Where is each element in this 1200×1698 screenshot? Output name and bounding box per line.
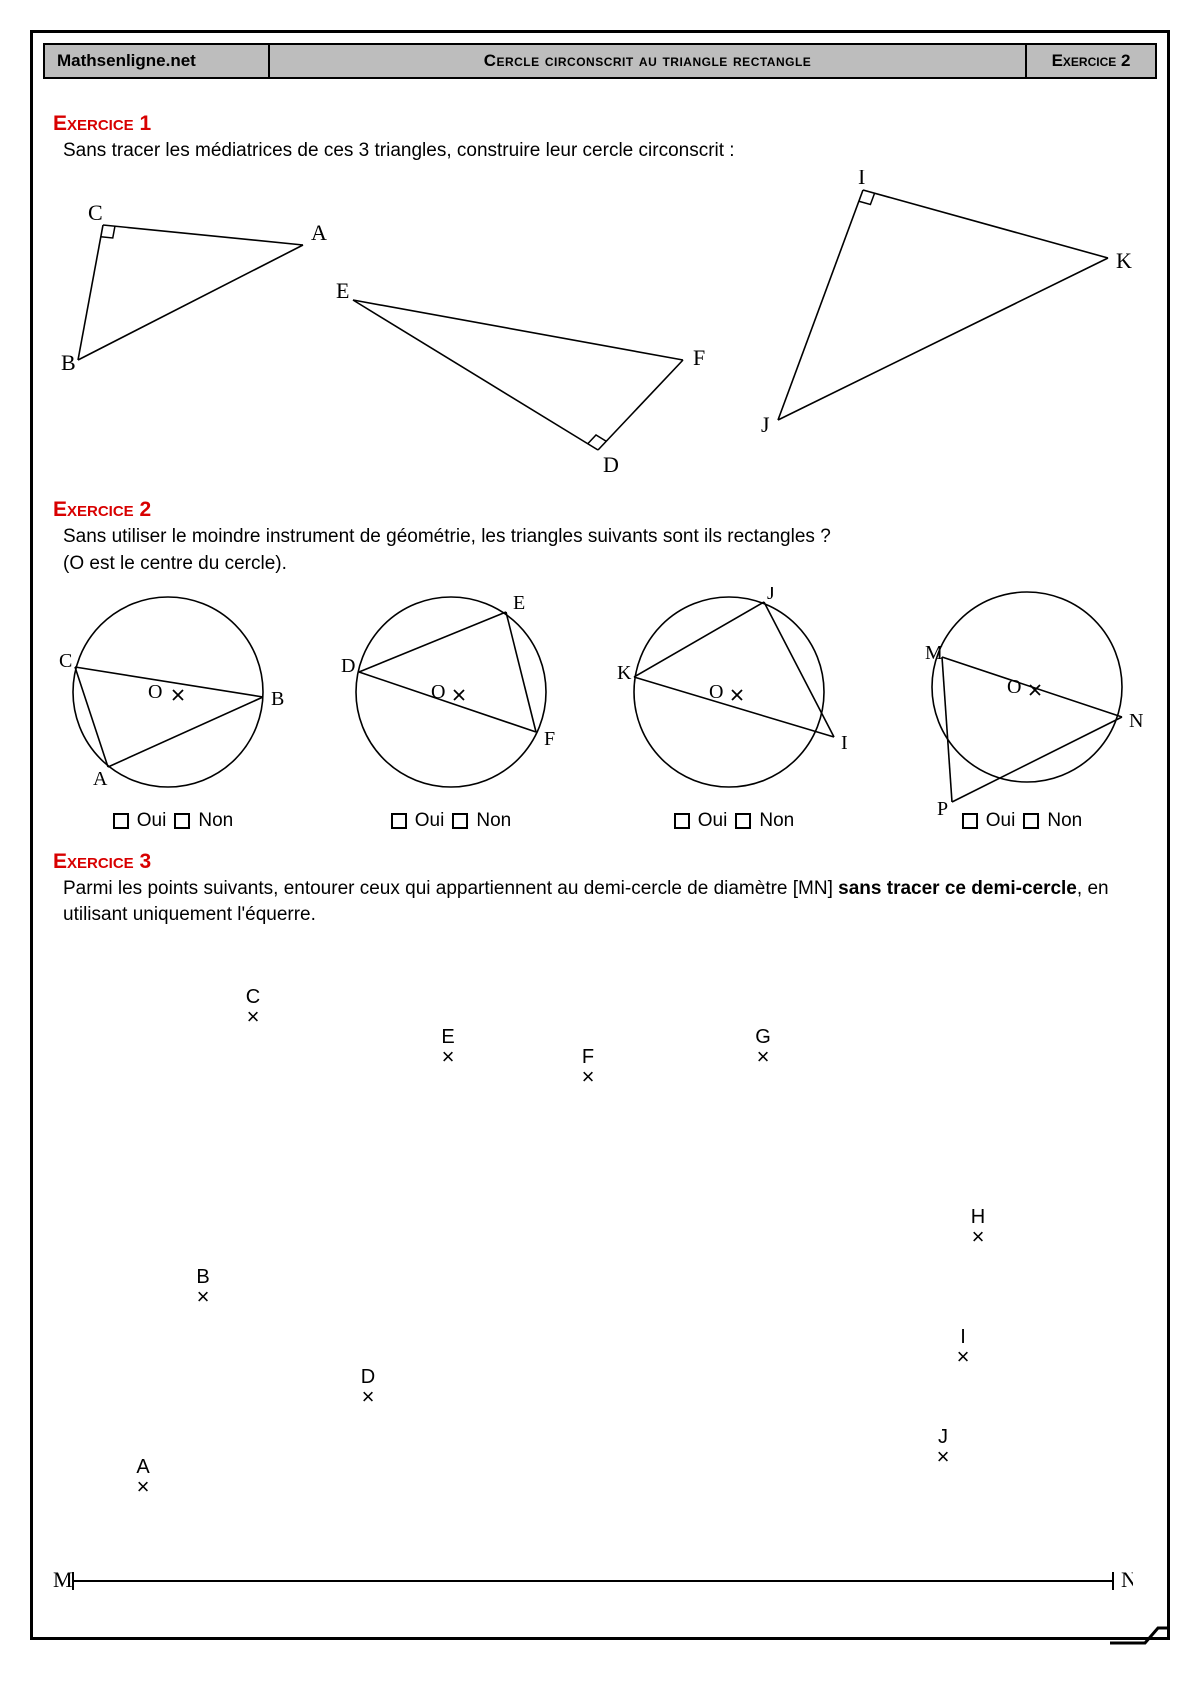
point-C: C× bbox=[246, 987, 260, 1027]
ex2-title: Exercice 2 bbox=[53, 498, 1147, 522]
ex2-c3-oui-checkbox[interactable] bbox=[674, 813, 690, 829]
header: Mathsenligne.net Cercle circonscrit au t… bbox=[43, 43, 1157, 79]
point-B: B× bbox=[196, 1267, 209, 1307]
svg-text:O: O bbox=[709, 681, 723, 703]
svg-text:M: M bbox=[53, 1567, 73, 1592]
page-frame: Mathsenligne.net Cercle circonscrit au t… bbox=[30, 30, 1170, 1640]
svg-text:O: O bbox=[1007, 676, 1021, 698]
ex2-circle-4: M N P O bbox=[897, 587, 1147, 822]
svg-text:J: J bbox=[761, 412, 770, 437]
corner-notch-icon bbox=[1110, 1616, 1170, 1646]
ex1-figure: A B C E F D I J K bbox=[53, 170, 1147, 480]
point-G: G× bbox=[755, 1027, 771, 1067]
ex1-text: Sans tracer les médiatrices de ces 3 tri… bbox=[53, 138, 1147, 164]
sheet-number: Exercice 2 bbox=[1025, 45, 1155, 77]
label-oui: Oui bbox=[415, 810, 445, 832]
label-oui: Oui bbox=[137, 810, 167, 832]
ex2-circle-3: K J I O bbox=[609, 587, 859, 802]
svg-text:B: B bbox=[271, 688, 284, 710]
svg-text:F: F bbox=[693, 345, 705, 370]
ex3-scatter-area: MN A×B×C×D×E×F×G×H×I×J× bbox=[53, 947, 1133, 1627]
svg-text:N: N bbox=[1129, 710, 1143, 732]
label-non: Non bbox=[476, 810, 511, 832]
ex3-text: Parmi les points suivants, entourer ceux… bbox=[53, 876, 1147, 927]
point-F: F× bbox=[582, 1047, 595, 1087]
ex2-c4-non-checkbox[interactable] bbox=[1023, 813, 1039, 829]
ex2-circle-1: A B C O bbox=[53, 587, 293, 802]
svg-text:C: C bbox=[59, 650, 72, 672]
ex2-c4-oui-checkbox[interactable] bbox=[962, 813, 978, 829]
point-I: I× bbox=[957, 1327, 970, 1367]
label-oui: Oui bbox=[698, 810, 728, 832]
svg-text:B: B bbox=[61, 350, 76, 375]
mn-baseline: MN bbox=[53, 1559, 1133, 1609]
svg-text:A: A bbox=[311, 220, 327, 245]
point-J: J× bbox=[937, 1427, 950, 1467]
ex2-c3-non-checkbox[interactable] bbox=[735, 813, 751, 829]
ex2-text-2: (O est le centre du cercle). bbox=[53, 551, 1147, 577]
svg-text:J: J bbox=[767, 587, 775, 604]
point-A: A× bbox=[136, 1457, 149, 1497]
ex2-c2-oui-checkbox[interactable] bbox=[391, 813, 407, 829]
ex3-title: Exercice 3 bbox=[53, 850, 1147, 874]
svg-text:O: O bbox=[431, 681, 445, 703]
label-non: Non bbox=[198, 810, 233, 832]
site-name: Mathsenligne.net bbox=[45, 45, 270, 77]
ex2-figures: A B C O Oui Non D E F O Oui Non bbox=[53, 587, 1147, 832]
svg-text:E: E bbox=[513, 592, 525, 614]
point-H: H× bbox=[971, 1207, 985, 1247]
point-D: D× bbox=[361, 1367, 375, 1407]
svg-text:A: A bbox=[93, 768, 108, 790]
svg-text:D: D bbox=[341, 655, 355, 677]
svg-text:N: N bbox=[1121, 1567, 1133, 1592]
ex1-title: Exercice 1 bbox=[53, 112, 1147, 136]
svg-text:M: M bbox=[925, 642, 943, 664]
svg-text:E: E bbox=[336, 278, 349, 303]
ex2-c1-oui-checkbox[interactable] bbox=[113, 813, 129, 829]
svg-text:K: K bbox=[1116, 248, 1132, 273]
svg-text:F: F bbox=[544, 728, 555, 750]
doc-title: Cercle circonscrit au triangle rectangle bbox=[270, 45, 1025, 77]
svg-text:I: I bbox=[841, 732, 848, 754]
svg-text:C: C bbox=[88, 200, 103, 225]
ex2-c2-non-checkbox[interactable] bbox=[452, 813, 468, 829]
svg-text:I: I bbox=[858, 170, 865, 189]
ex2-circle-2: D E F O bbox=[331, 587, 571, 802]
svg-text:K: K bbox=[617, 662, 632, 684]
point-E: E× bbox=[441, 1027, 454, 1067]
ex2-text-1: Sans utiliser le moindre instrument de g… bbox=[53, 524, 1147, 550]
ex2-c1-non-checkbox[interactable] bbox=[174, 813, 190, 829]
svg-text:P: P bbox=[937, 798, 948, 820]
label-non: Non bbox=[759, 810, 794, 832]
label-non: Non bbox=[1047, 810, 1082, 832]
svg-text:O: O bbox=[148, 681, 162, 703]
svg-text:D: D bbox=[603, 452, 619, 477]
label-oui: Oui bbox=[986, 810, 1016, 832]
